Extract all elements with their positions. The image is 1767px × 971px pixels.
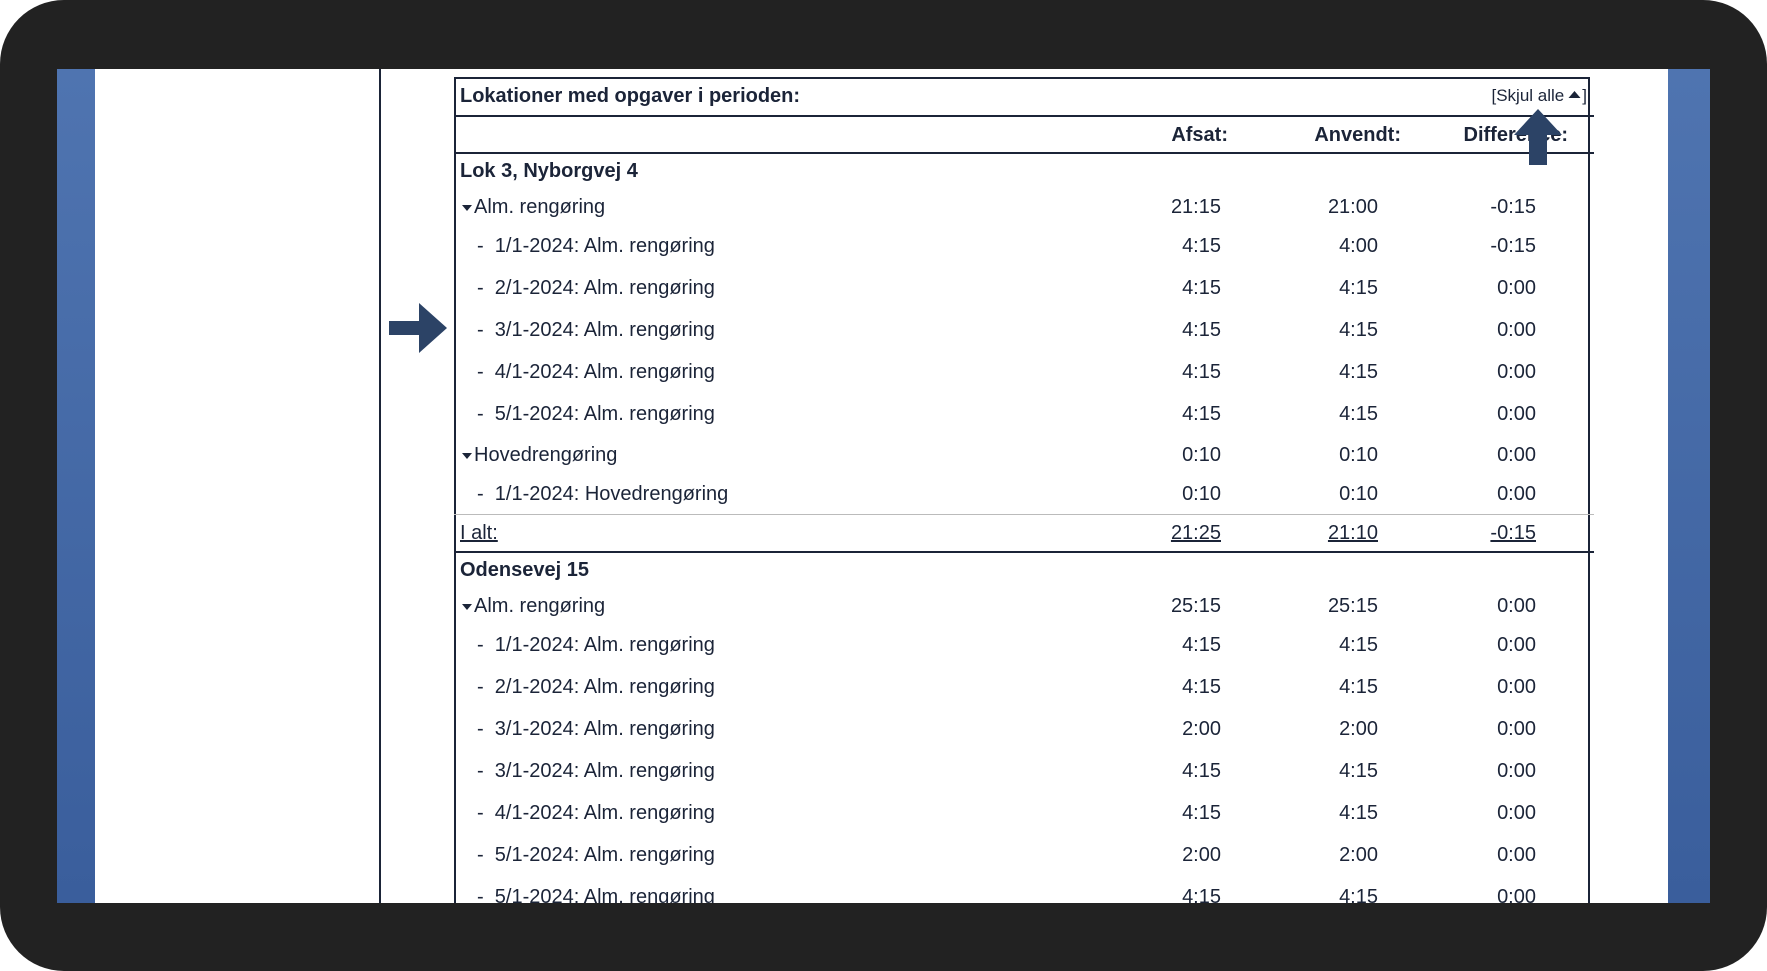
item-value: 0:00 [1497,844,1536,866]
item-value: 4:15 [1339,634,1378,656]
item-value: 0:00 [1497,319,1536,341]
screen: Lokationer med opgaver i perioden: [Skjul… [57,69,1710,903]
item-label: 3/1-2024: Alm. rengøring [477,318,715,342]
item-value: 0:10 [1182,483,1221,505]
group-total: 21:00 [1327,196,1378,218]
item-value: 4:15 [1339,802,1378,824]
item-value: -0:15 [1490,235,1536,257]
item-value: 4:15 [1182,403,1221,425]
divider [379,69,381,903]
item-value: 0:00 [1497,634,1536,656]
group-total: 0:10 [1182,444,1221,466]
location-name: Odensevej 15 [460,559,589,581]
total-value: 21:25 [1170,522,1221,544]
item-label: 1/1-2024: Alm. rengøring [477,633,715,657]
item-value: 4:15 [1339,403,1378,425]
item-label: 4/1-2024: Alm. rengøring [477,801,715,825]
item-value: 0:00 [1497,676,1536,698]
item-value: 4:15 [1339,361,1378,383]
item-value: 4:15 [1339,760,1378,782]
item-value: 0:00 [1497,718,1536,740]
item-value: 2:00 [1182,718,1221,740]
item-label: 5/1-2024: Alm. rengøring [477,843,715,867]
total-label: I alt: [460,522,498,544]
item-value: 0:10 [1339,483,1378,505]
group-total: 25:15 [1170,595,1221,617]
item-label: 1/1-2024: Alm. rengøring [477,234,715,258]
item-label: 2/1-2024: Alm. rengøring [477,276,715,300]
item-value: 0:00 [1497,361,1536,383]
toggle-all[interactable]: [Skjul alle] [1492,84,1588,108]
item-value: 2:00 [1339,844,1378,866]
item-label: 4/1-2024: Alm. rengøring [477,360,715,384]
item-label: 2/1-2024: Alm. rengøring [477,675,715,699]
item-value: 4:15 [1182,634,1221,656]
item-value: 0:00 [1497,760,1536,782]
item-value: 4:15 [1339,319,1378,341]
total-value: -0:15 [1490,522,1536,544]
arrow-up [1514,109,1562,165]
item-value: 2:00 [1182,844,1221,866]
item-value: 0:00 [1497,802,1536,824]
item-value: 4:15 [1339,676,1378,698]
item-value: 4:15 [1182,277,1221,299]
item-value: 4:15 [1182,886,1221,903]
group-name[interactable]: Alm. rengøring [462,195,605,219]
item-value: 0:00 [1497,886,1536,903]
group-total: 0:00 [1497,595,1536,617]
row-separator [454,551,1594,553]
sidebar-right [1668,69,1710,903]
group-name[interactable]: Hovedrengøring [462,443,617,467]
item-label: 1/1-2024: Hovedrengøring [477,482,728,506]
arrow-right [389,303,447,353]
row-separator [454,152,1594,154]
group-total: 21:15 [1170,196,1221,218]
group-total: -0:15 [1490,196,1536,218]
group-name[interactable]: Alm. rengøring [462,594,605,618]
group-total: 0:10 [1339,444,1378,466]
item-value: 4:15 [1182,802,1221,824]
item-value: 0:00 [1497,277,1536,299]
item-value: 4:15 [1182,676,1221,698]
column-header: Anvendt: [1314,124,1401,146]
sidebar-left [57,69,95,903]
item-value: 2:00 [1339,718,1378,740]
table [454,77,1590,903]
group-total: 0:00 [1497,444,1536,466]
total-value: 21:10 [1327,522,1378,544]
group-total: 25:15 [1327,595,1378,617]
item-value: 4:15 [1182,760,1221,782]
item-value: 4:15 [1182,235,1221,257]
item-label: 3/1-2024: Alm. rengøring [477,717,715,741]
item-value: 4:15 [1339,886,1378,903]
item-label: 5/1-2024: Alm. rengøring [477,402,715,426]
column-header: Afsat: [1171,124,1228,146]
table-content: Lokationer med opgaver i perioden: [Skjul… [57,69,1710,903]
toggle-label[interactable]: [Skjul alle [1491,86,1565,105]
item-value: 4:15 [1339,277,1378,299]
item-value: 4:15 [1182,319,1221,341]
item-value: 4:15 [1182,361,1221,383]
item-value: 4:00 [1339,235,1378,257]
table-title: Lokationer med opgaver i perioden: [460,85,801,107]
item-label: 5/1-2024: Alm. rengøring [477,885,715,903]
location-name: Lok 3, Nyborgvej 4 [460,160,638,182]
item-value: 0:00 [1497,403,1536,425]
row-separator [454,514,1594,515]
item-label: 3/1-2024: Alm. rengøring [477,759,715,783]
toggle-end[interactable]: ] [1582,86,1587,105]
row-separator [454,115,1594,117]
item-value: 0:00 [1497,483,1536,505]
